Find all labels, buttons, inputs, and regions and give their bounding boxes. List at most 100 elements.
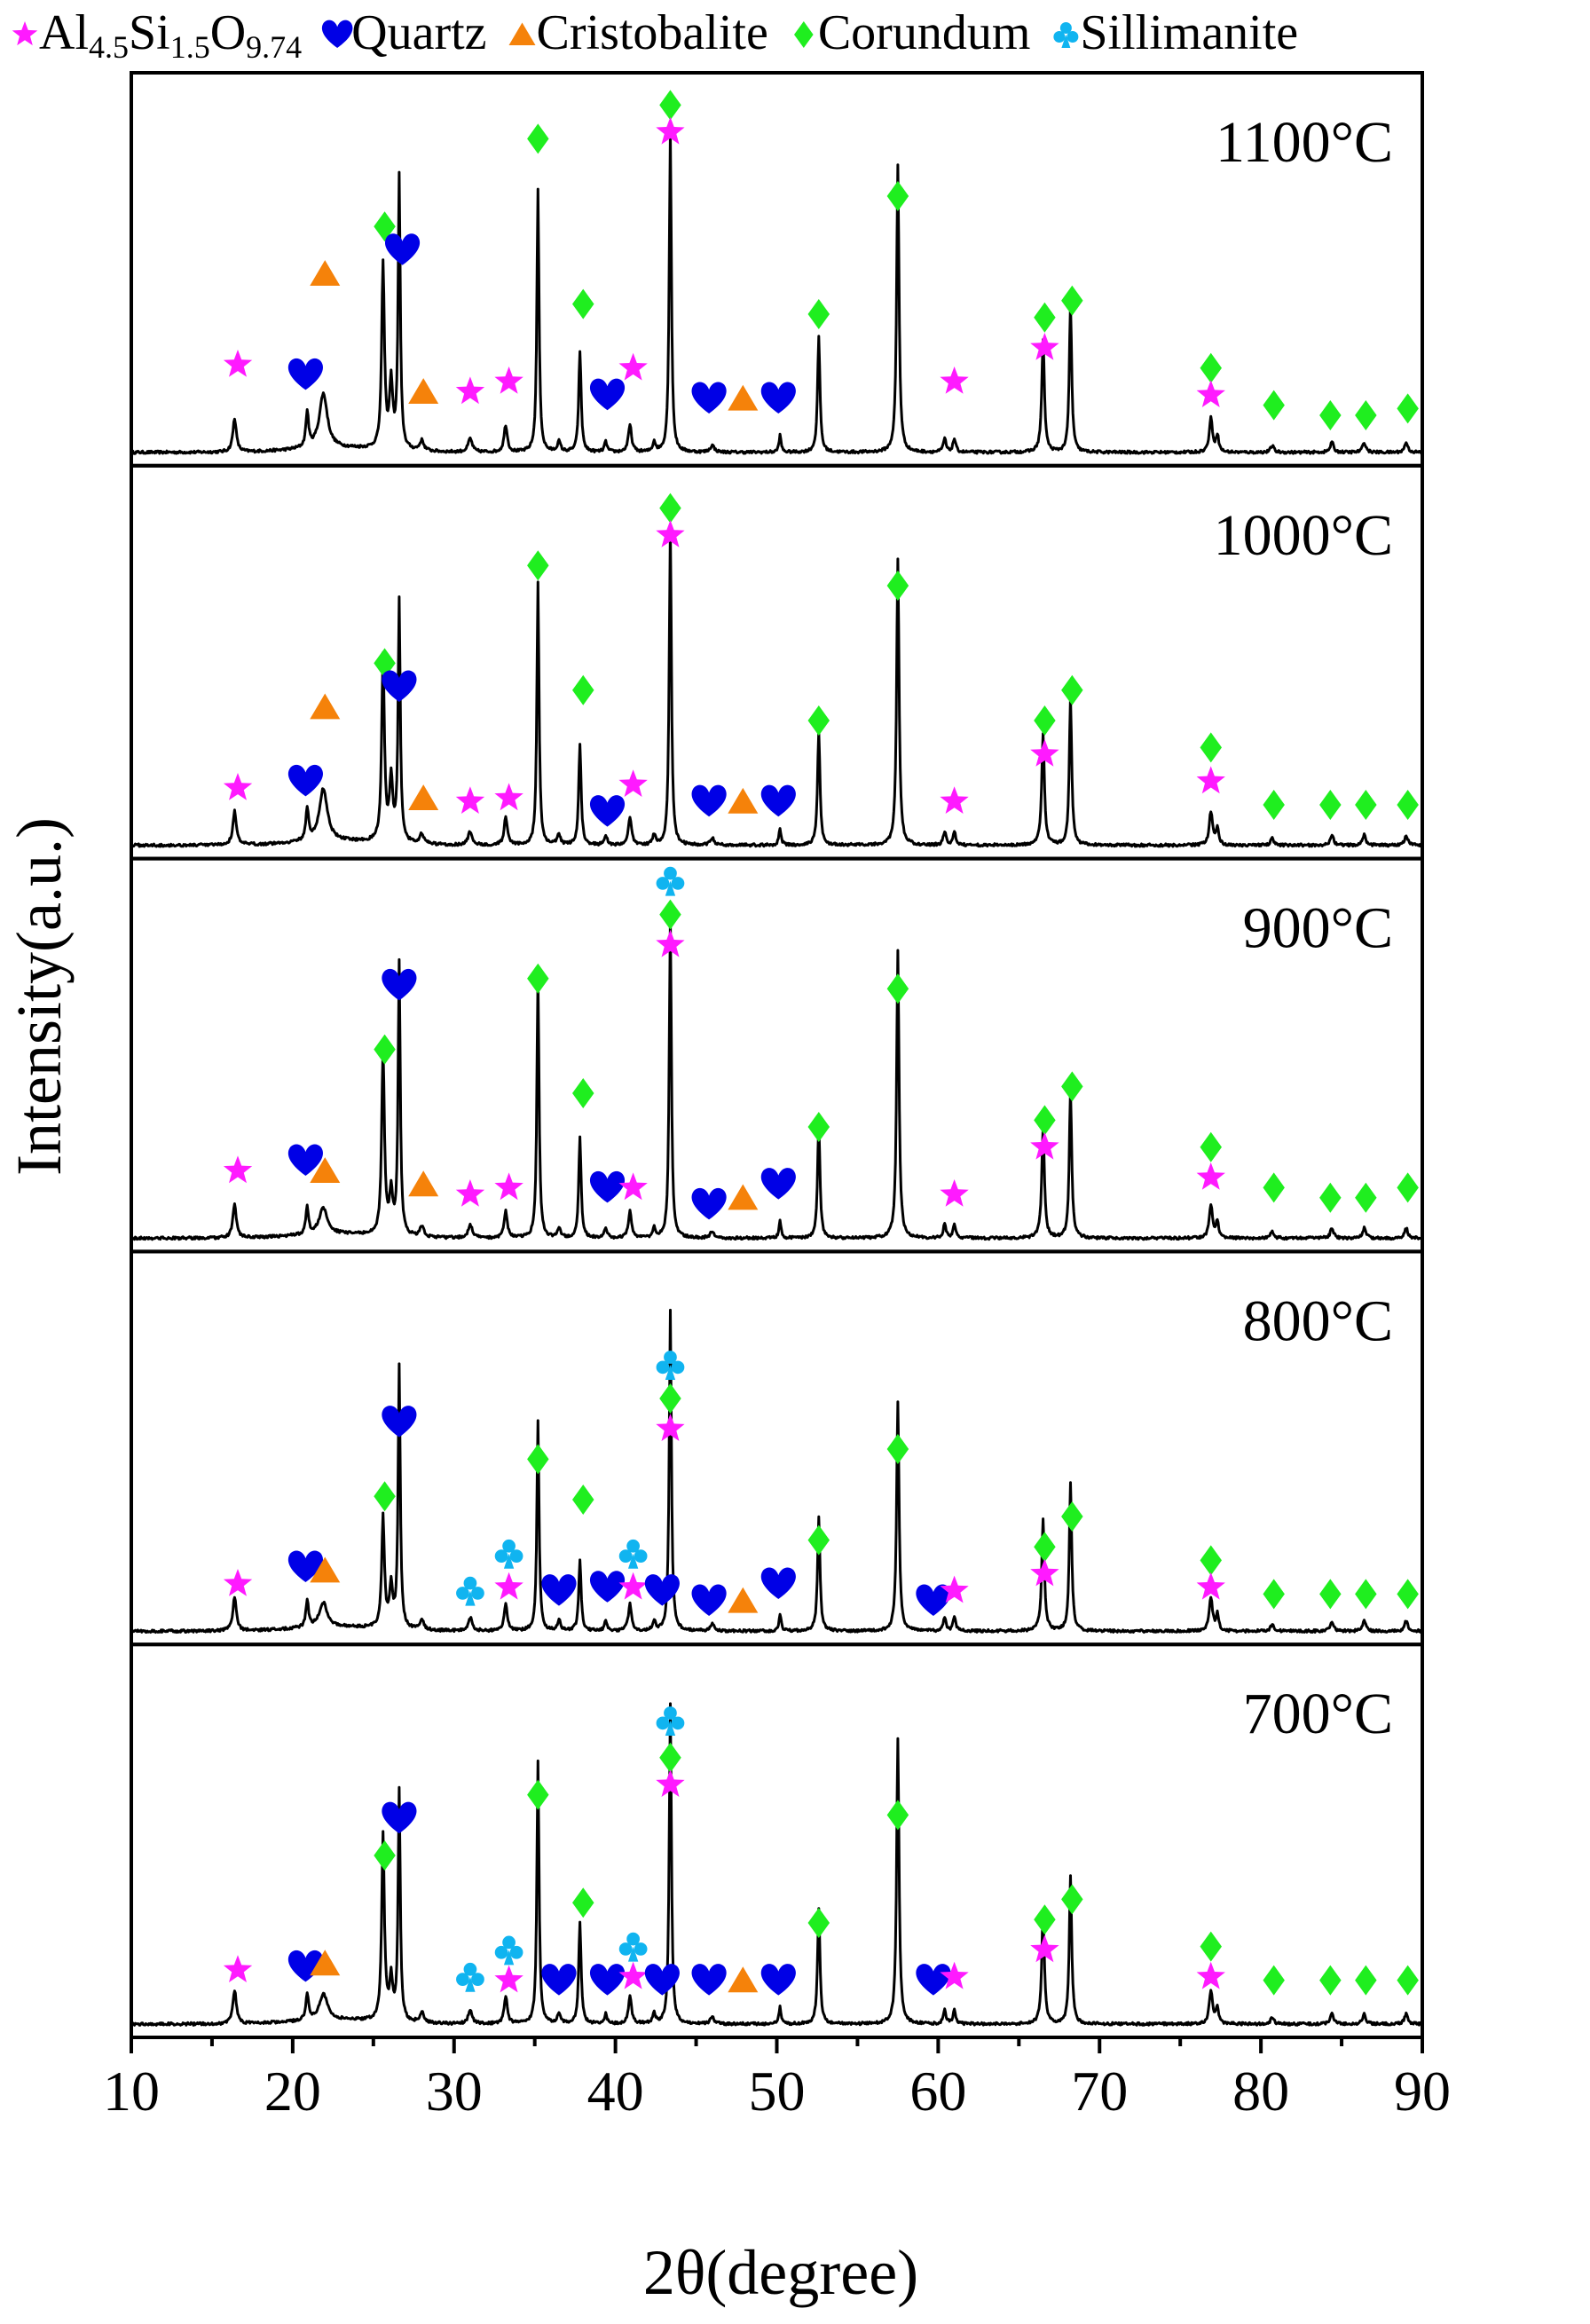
quartz-marker [691, 382, 727, 414]
corundum-marker [886, 571, 909, 601]
cristobalite-marker [728, 787, 759, 814]
corundum-marker [1034, 302, 1056, 333]
mullite-marker [455, 786, 485, 814]
corundum-marker [1034, 1105, 1056, 1136]
y-axis-label: Intensity(a.u.) [4, 817, 75, 1176]
quartz-marker [644, 1574, 680, 1606]
quartz-marker [691, 1964, 727, 1996]
corundum-marker [1263, 1172, 1285, 1203]
corundum-marker [572, 288, 594, 319]
quartz-marker [287, 358, 324, 390]
corundum-marker [807, 1908, 830, 1938]
corundum-marker [659, 492, 681, 524]
mullite-marker [223, 773, 253, 800]
mullite-marker [656, 1769, 685, 1797]
legend-label-sillimanite: Sillimanite [1080, 5, 1298, 60]
corundum-marker [1034, 705, 1056, 736]
corundum-marker [1397, 1172, 1419, 1203]
quartz-marker [691, 784, 727, 817]
x-tick-label: 50 [749, 2060, 806, 2123]
corundum-marker [1263, 1579, 1285, 1610]
corundum-marker [1061, 674, 1083, 705]
panel-1100c: 1100°C [130, 71, 1424, 468]
corundum-marker [374, 1034, 396, 1065]
corundum-marker [1200, 1545, 1222, 1576]
cristobalite-marker [310, 1556, 341, 1583]
corundum-marker [1061, 1884, 1083, 1915]
x-tick-label: 20 [264, 2060, 321, 2123]
x-axis: 10 20 30 40 50 60 70 80 90 [103, 2037, 1451, 2123]
mullite-marker [1030, 1558, 1059, 1587]
cristobalite-marker [408, 1170, 439, 1197]
sillimanite-marker [456, 1962, 484, 1992]
corundum-marker [807, 1524, 830, 1556]
quartz-marker [287, 764, 324, 797]
corundum-marker [659, 1742, 681, 1773]
sillimanite-marker [618, 1539, 648, 1569]
mullite-marker [1030, 333, 1059, 360]
legend-label-corundum: Corundum [818, 5, 1031, 60]
xrd-pattern-line [130, 130, 1423, 455]
corundum-marker [807, 299, 830, 329]
corundum-marker [1397, 1579, 1419, 1610]
corundum-marker [374, 1481, 396, 1512]
corundum-marker [886, 1434, 909, 1464]
corundum-marker [572, 1485, 594, 1515]
panel-700c: 700°C [130, 1643, 1424, 2039]
quartz-marker [382, 968, 417, 1001]
cristobalite-marker [728, 1966, 759, 1993]
corundum-marker [1061, 285, 1083, 316]
corundum-marker [1061, 1071, 1083, 1102]
corundum-marker [807, 1112, 830, 1142]
x-tick-label: 90 [1394, 2060, 1451, 2123]
legend-label-mullite: Al4.5Si1.5O9.74 [39, 5, 302, 65]
corundum-marker [527, 1779, 549, 1810]
corundum-marker [1355, 1965, 1377, 1996]
quartz-marker [382, 670, 417, 702]
x-tick-label: 70 [1071, 2060, 1128, 2123]
xrd-pattern-line [130, 1308, 1424, 1634]
mullite-marker [12, 21, 38, 46]
corundum-marker [659, 1383, 681, 1414]
mullite-marker [494, 1965, 523, 1993]
quartz-marker [384, 233, 421, 265]
legend-entry-mullite: Al4.5Si1.5O9.74 [12, 5, 302, 65]
corundum-marker [886, 1800, 909, 1831]
corundum-marker [1034, 1904, 1056, 1935]
quartz-marker [589, 795, 626, 827]
cristobalite-marker [728, 1587, 759, 1613]
mullite-marker [1196, 766, 1225, 794]
cristobalite-marker [310, 1950, 341, 1976]
legend-label-cristobalite: Cristobalite [537, 5, 768, 60]
chart-panels: 1100°C 1000°C 900°C 800°C 700°C [130, 71, 1424, 2039]
quartz-marker [589, 1571, 626, 1603]
corundum-marker [1319, 1965, 1342, 1996]
mullite-marker [494, 1572, 523, 1600]
legend-entry-sillimanite: Sillimanite [1053, 5, 1298, 60]
quartz-marker [916, 1964, 951, 1996]
corundum-marker [1200, 732, 1222, 763]
quartz-marker [644, 1964, 680, 1996]
corundum-marker [1319, 400, 1342, 430]
corundum-marker [1263, 790, 1285, 820]
quartz-marker [589, 1964, 626, 1996]
corundum-marker [1263, 390, 1285, 421]
mullite-marker [656, 1414, 685, 1441]
panel-800c: 800°C [130, 1249, 1424, 1647]
quartz-marker [760, 1168, 796, 1200]
cristobalite-marker [508, 22, 536, 45]
corundum-marker [1397, 393, 1419, 424]
mullite-marker [494, 366, 523, 394]
mullite-marker [656, 520, 685, 548]
mullite-marker [618, 1572, 648, 1600]
x-axis-label: 2θ(degree) [643, 2237, 918, 2308]
xrd-pattern-line [130, 524, 1423, 848]
mullite-marker [455, 376, 485, 405]
corundum-marker [1319, 790, 1342, 820]
x-tick-label: 30 [426, 2060, 483, 2123]
quartz-marker [916, 1584, 951, 1616]
legend-entry-cristobalite: Cristobalite [508, 5, 768, 60]
mullite-marker [618, 1961, 648, 1989]
mullite-marker [1196, 1572, 1225, 1600]
x-tick-label: 60 [909, 2060, 966, 2123]
